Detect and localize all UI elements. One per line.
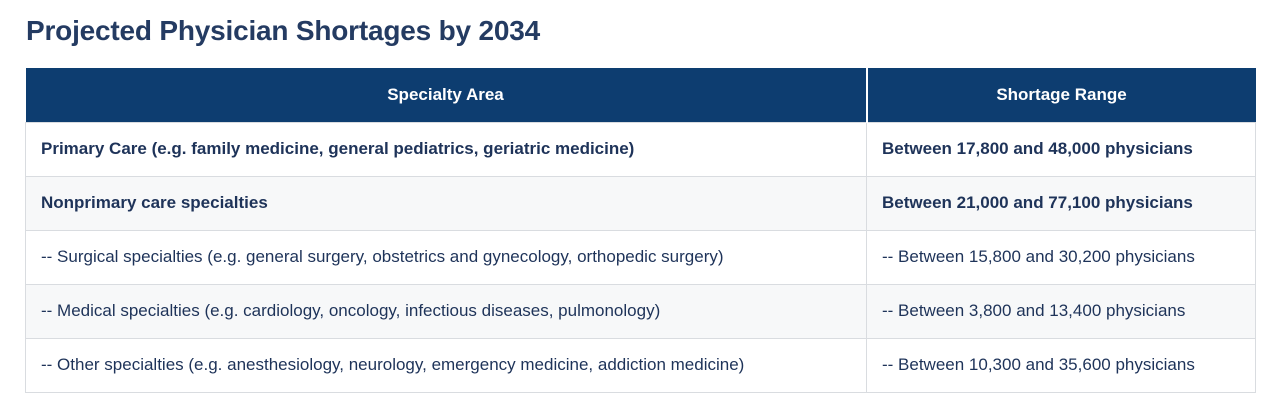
table-body: Primary Care (e.g. family medicine, gene… bbox=[25, 121, 1256, 393]
table-row: -- Surgical specialties (e.g. general su… bbox=[25, 229, 1256, 285]
page-title: Projected Physician Shortages by 2034 bbox=[26, 15, 540, 46]
table-row: Nonprimary care specialties Between 21,00… bbox=[25, 175, 1256, 231]
specialty-cell: Nonprimary care specialties bbox=[25, 175, 867, 231]
shortage-cell: Between 21,000 and 77,100 physicians bbox=[866, 175, 1256, 231]
table-row: Primary Care (e.g. family medicine, gene… bbox=[25, 121, 1256, 177]
column-header-specialty-area: Specialty Area bbox=[25, 68, 867, 122]
shortage-cell: Between 17,800 and 48,000 physicians bbox=[866, 121, 1256, 177]
specialty-cell: -- Other specialties (e.g. anesthesiolog… bbox=[25, 337, 867, 393]
table-header-row: Specialty Area Shortage Range bbox=[25, 68, 1256, 122]
table-row: -- Medical specialties (e.g. cardiology,… bbox=[25, 283, 1256, 339]
shortage-cell: -- Between 15,800 and 30,200 physicians bbox=[866, 229, 1256, 285]
specialty-cell: -- Medical specialties (e.g. cardiology,… bbox=[25, 283, 867, 339]
table-header: Specialty Area Shortage Range bbox=[25, 68, 1256, 122]
physician-shortage-table: Specialty Area Shortage Range Primary Ca… bbox=[25, 68, 1256, 393]
specialty-cell: -- Surgical specialties (e.g. general su… bbox=[25, 229, 867, 285]
specialty-cell: Primary Care (e.g. family medicine, gene… bbox=[25, 121, 867, 177]
shortage-cell: -- Between 3,800 and 13,400 physicians bbox=[866, 283, 1256, 339]
shortage-cell: -- Between 10,300 and 35,600 physicians bbox=[866, 337, 1256, 393]
table-row: -- Other specialties (e.g. anesthesiolog… bbox=[25, 337, 1256, 393]
column-header-shortage-range: Shortage Range bbox=[865, 68, 1256, 122]
